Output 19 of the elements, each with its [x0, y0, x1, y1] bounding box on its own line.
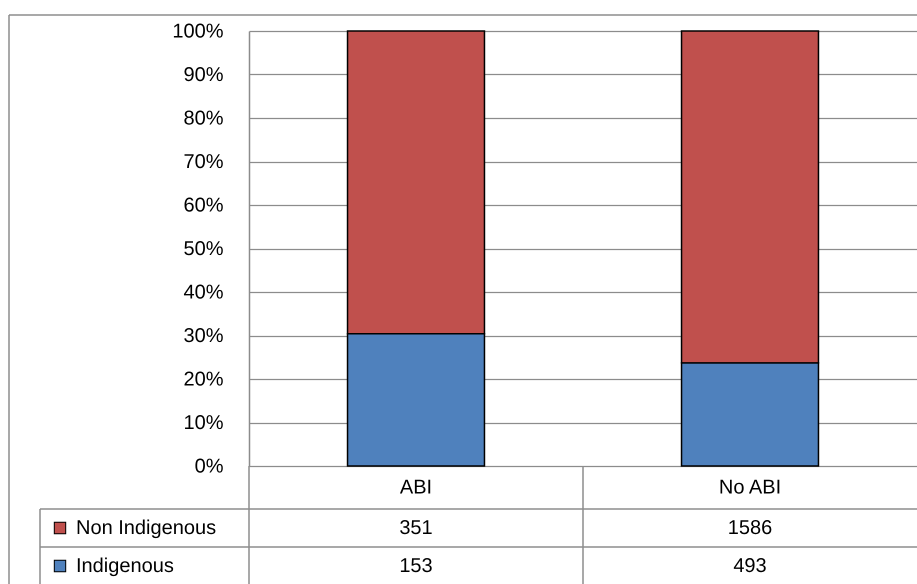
- y-tick-label: 100%: [172, 20, 224, 42]
- y-tick-label: 0%: [194, 456, 224, 478]
- y-tick-label: 40%: [183, 282, 224, 304]
- text: 493: [733, 555, 767, 577]
- y-tick-label: 60%: [183, 194, 224, 216]
- y-tick-label: 10%: [183, 412, 224, 434]
- legend-label: Indigenous: [76, 555, 174, 577]
- legend-label: Non Indigenous: [76, 517, 216, 539]
- x-tick-label: No ABI: [718, 476, 782, 498]
- text: 1586: [728, 517, 772, 539]
- y-tick-label: 90%: [183, 64, 224, 86]
- text: 351: [399, 517, 433, 539]
- x-tick-label: ABI: [400, 476, 432, 498]
- text: 153: [399, 555, 433, 577]
- y-tick-label: 20%: [183, 368, 224, 390]
- y-tick-label: 30%: [183, 325, 224, 347]
- y-tick-label: 50%: [183, 238, 224, 260]
- y-tick-label: 70%: [183, 151, 224, 173]
- y-tick-label: 80%: [183, 108, 224, 130]
